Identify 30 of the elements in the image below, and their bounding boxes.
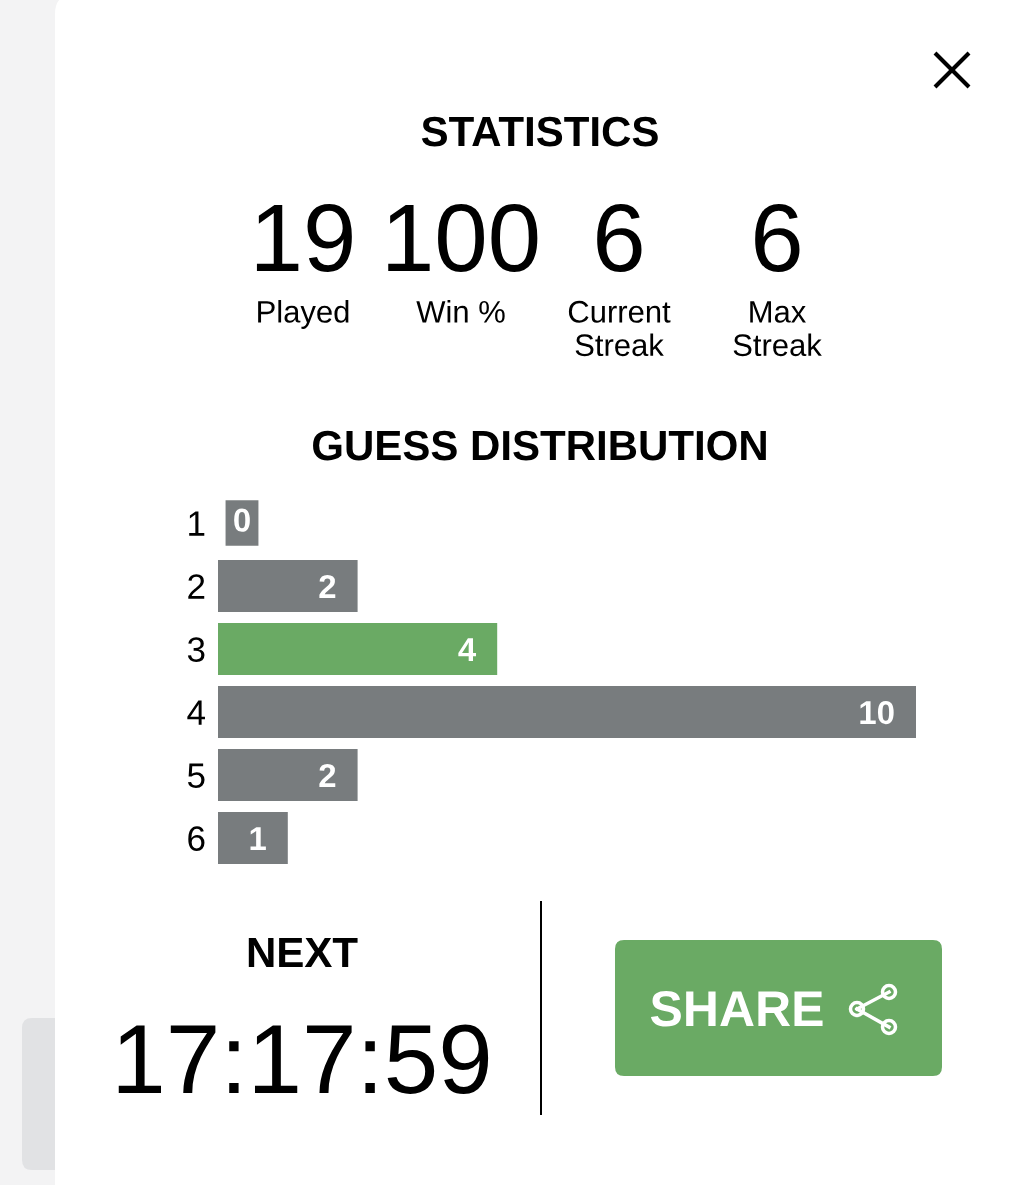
text: 17:17:59 <box>118 1024 489 1094</box>
data-label: 6 <box>755 203 800 272</box>
data-label: 0 <box>234 508 250 532</box>
category-label: Played <box>258 300 349 329</box>
category-label: Current Streak <box>568 300 671 357</box>
data-label: 100 <box>388 203 538 272</box>
text: STATISTICS <box>421 116 658 147</box>
bar <box>218 812 288 864</box>
data-label: 10 <box>860 700 894 725</box>
y-tick-label: 2 <box>188 574 205 599</box>
data-label: 6 <box>597 203 642 272</box>
text: NEXT <box>248 938 358 967</box>
data-label: 4 <box>458 638 477 661</box>
y-tick-label: 3 <box>187 637 205 663</box>
bar <box>218 686 916 738</box>
y-tick-label: 1 <box>189 511 205 536</box>
y-tick-label: 5 <box>187 763 205 789</box>
data-label: 2 <box>319 574 336 598</box>
y-tick-label: 4 <box>187 700 205 725</box>
bar <box>218 560 358 612</box>
bar <box>218 623 498 675</box>
category-label: Win % <box>416 300 505 323</box>
data-label: 1 <box>250 827 266 850</box>
data-label: 19 <box>256 203 352 272</box>
text: SHARE <box>650 991 823 1027</box>
y-tick-label: 6 <box>188 826 205 852</box>
data-label: 2 <box>319 763 336 787</box>
bar <box>218 749 358 801</box>
category-label: Max Streak <box>733 301 822 357</box>
chart-title: GUESS DISTRIBUTION <box>313 430 766 461</box>
